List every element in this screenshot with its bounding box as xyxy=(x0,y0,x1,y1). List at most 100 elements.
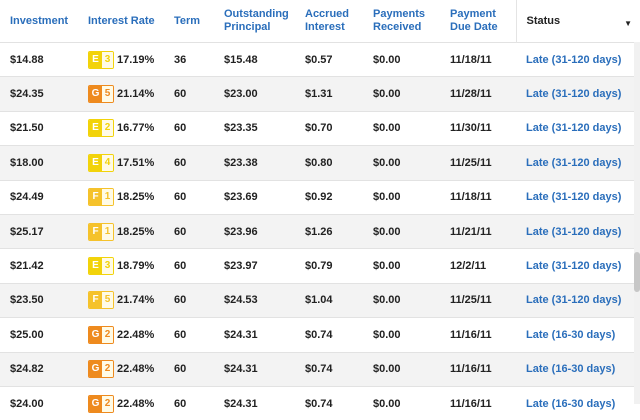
grade-subgrade: 5 xyxy=(102,86,113,102)
payments-received-cell: $0.00 xyxy=(363,77,440,111)
investment-cell: $25.00 xyxy=(0,318,78,352)
payment-due-date-cell: 11/30/11 xyxy=(440,111,516,145)
column-header-term[interactable]: Term xyxy=(164,0,214,43)
status-link[interactable]: Late (16-30 days) xyxy=(526,363,615,375)
grade-subgrade: 1 xyxy=(102,224,113,240)
grade-subgrade: 3 xyxy=(102,52,113,68)
outstanding-principal-cell: $23.96 xyxy=(214,214,295,248)
sort-descending-icon[interactable]: ▼ xyxy=(624,17,632,30)
term-cell: 60 xyxy=(164,214,214,248)
vertical-scrollbar[interactable] xyxy=(634,42,640,404)
outstanding-principal-cell: $23.38 xyxy=(214,146,295,180)
status-cell: Late (31-120 days) xyxy=(516,111,640,145)
accrued-interest-cell: $1.31 xyxy=(295,77,363,111)
interest-rate-value: 17.19% xyxy=(117,54,154,66)
grade-letter: G xyxy=(89,86,102,102)
term-cell: 36 xyxy=(164,43,214,77)
column-header-investment[interactable]: Investment xyxy=(0,0,78,43)
status-cell: Late (16-30 days) xyxy=(516,386,640,420)
grade-letter: F xyxy=(89,292,102,308)
scrollbar-thumb[interactable] xyxy=(634,252,640,292)
grade-subgrade: 3 xyxy=(102,258,113,274)
term-cell: 60 xyxy=(164,180,214,214)
payments-received-cell: $0.00 xyxy=(363,283,440,317)
grade-subgrade: 2 xyxy=(102,327,113,343)
term-cell: 60 xyxy=(164,318,214,352)
notes-table-panel: Investment Interest Rate Term Outstandin… xyxy=(0,0,640,404)
payments-received-cell: $0.00 xyxy=(363,386,440,420)
status-cell: Late (31-120 days) xyxy=(516,43,640,77)
payment-due-date-cell: 11/25/11 xyxy=(440,283,516,317)
status-link[interactable]: Late (31-120 days) xyxy=(526,260,621,272)
status-link[interactable]: Late (31-120 days) xyxy=(526,88,621,100)
accrued-interest-cell: $0.92 xyxy=(295,180,363,214)
grade-letter: G xyxy=(89,361,102,377)
grade-letter: E xyxy=(89,120,102,136)
grade-letter: E xyxy=(89,52,102,68)
payment-due-date-cell: 11/28/11 xyxy=(440,77,516,111)
outstanding-principal-cell: $15.48 xyxy=(214,43,295,77)
column-header-status[interactable]: Status▼ xyxy=(516,0,640,43)
status-link[interactable]: Late (31-120 days) xyxy=(526,191,621,203)
outstanding-principal-cell: $23.00 xyxy=(214,77,295,111)
investment-cell: $23.50 xyxy=(0,283,78,317)
term-cell: 60 xyxy=(164,352,214,386)
accrued-interest-cell: $0.57 xyxy=(295,43,363,77)
status-link[interactable]: Late (31-120 days) xyxy=(526,122,621,134)
status-cell: Late (16-30 days) xyxy=(516,318,640,352)
grade-letter: E xyxy=(89,155,102,171)
status-link[interactable]: Late (16-30 days) xyxy=(526,329,615,341)
status-link[interactable]: Late (31-120 days) xyxy=(526,294,621,306)
status-link[interactable]: Late (31-120 days) xyxy=(526,157,621,169)
column-header-interest-rate[interactable]: Interest Rate xyxy=(78,0,164,43)
status-link[interactable]: Late (31-120 days) xyxy=(526,226,621,238)
payment-due-date-cell: 11/18/11 xyxy=(440,43,516,77)
payment-due-date-cell: 12/2/11 xyxy=(440,249,516,283)
grade-letter: G xyxy=(89,327,102,343)
outstanding-principal-cell: $24.31 xyxy=(214,352,295,386)
grade-subgrade: 4 xyxy=(102,155,113,171)
investment-cell: $21.50 xyxy=(0,111,78,145)
status-cell: Late (16-30 days) xyxy=(516,352,640,386)
status-link[interactable]: Late (31-120 days) xyxy=(526,54,621,66)
grade-subgrade: 2 xyxy=(102,361,113,377)
grade-letter: E xyxy=(89,258,102,274)
payment-due-date-cell: 11/18/11 xyxy=(440,180,516,214)
interest-rate-value: 17.51% xyxy=(117,157,154,169)
outstanding-principal-cell: $24.31 xyxy=(214,386,295,420)
investment-cell: $24.82 xyxy=(0,352,78,386)
term-cell: 60 xyxy=(164,77,214,111)
payments-received-cell: $0.00 xyxy=(363,43,440,77)
investment-cell: $24.49 xyxy=(0,180,78,214)
payments-received-cell: $0.00 xyxy=(363,146,440,180)
payments-received-cell: $0.00 xyxy=(363,318,440,352)
interest-rate-value: 22.48% xyxy=(117,363,154,375)
